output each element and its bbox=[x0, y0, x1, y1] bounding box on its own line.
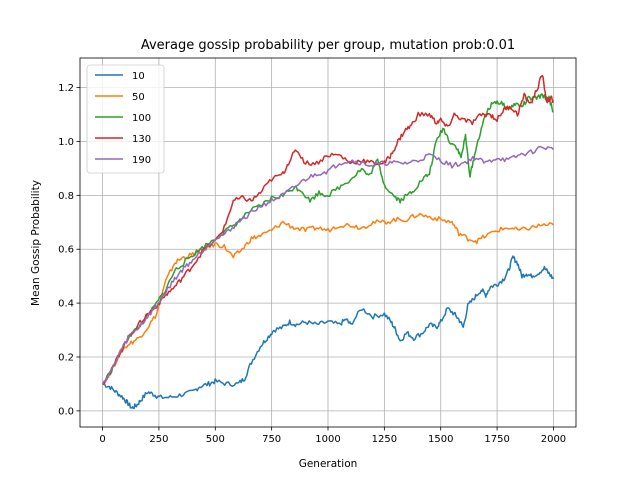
x-tick-label: 2000 bbox=[541, 434, 566, 445]
legend-label-190: 190 bbox=[132, 155, 151, 166]
y-tick-label: 1.2 bbox=[58, 83, 74, 94]
x-tick-label: 250 bbox=[149, 434, 168, 445]
legend-label-100: 100 bbox=[132, 113, 151, 124]
x-tick-label: 1000 bbox=[315, 434, 340, 445]
chart-title: Average gossip probability per group, mu… bbox=[141, 38, 515, 53]
legend: 10 50 100 130 190 bbox=[86, 64, 165, 174]
x-tick-label: 1250 bbox=[372, 434, 397, 445]
legend-label-10: 10 bbox=[132, 71, 145, 82]
legend-box bbox=[86, 64, 165, 174]
legend-label-50: 50 bbox=[132, 92, 145, 103]
series-line-50 bbox=[102, 212, 554, 385]
y-tick-label: 1.0 bbox=[58, 137, 74, 148]
x-tick-label: 0 bbox=[99, 434, 105, 445]
axis-ticks: 0 250 500 750 1000 1250 1500 1750 2000 0.0 0.2 0.4 0… bbox=[58, 83, 566, 445]
y-axis-label: Mean Gossip Probability bbox=[30, 180, 42, 306]
series-lines bbox=[101, 74, 555, 410]
series-line-100 bbox=[101, 93, 554, 385]
y-tick-label: 0.0 bbox=[58, 406, 74, 417]
y-tick-label: 0.6 bbox=[58, 245, 74, 256]
legend-label-130: 130 bbox=[132, 134, 151, 145]
y-tick-label: 0.8 bbox=[58, 191, 74, 202]
series-line-190 bbox=[101, 145, 554, 385]
x-tick-label: 1500 bbox=[428, 434, 453, 445]
x-tick-label: 500 bbox=[206, 434, 225, 445]
y-tick-label: 0.4 bbox=[58, 299, 74, 310]
y-tick-label: 0.2 bbox=[58, 352, 74, 363]
series-line-10 bbox=[102, 255, 555, 410]
x-tick-label: 1750 bbox=[484, 434, 509, 445]
x-axis-label: Generation bbox=[299, 458, 358, 470]
x-tick-label: 750 bbox=[262, 434, 281, 445]
